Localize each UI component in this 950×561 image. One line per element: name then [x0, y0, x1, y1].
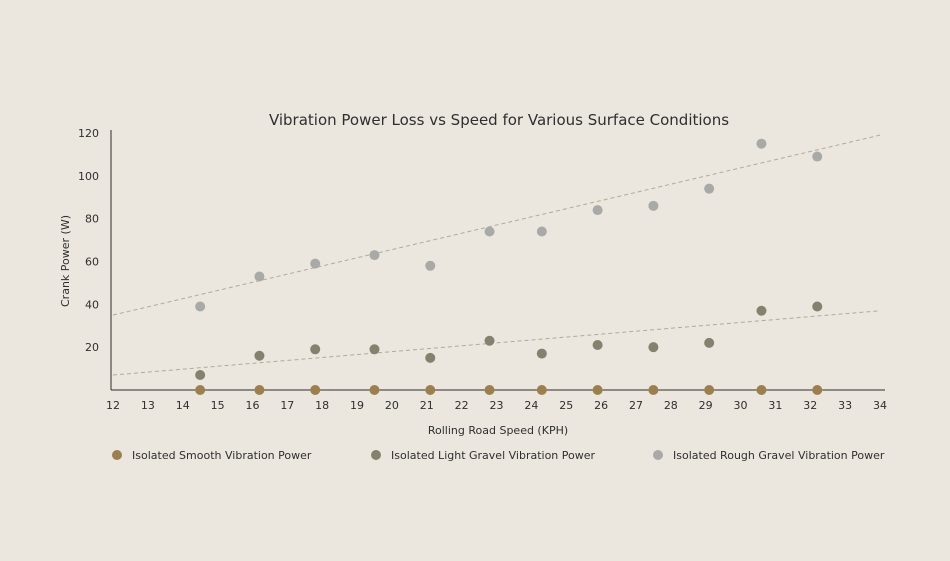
x-tick-label: 33 — [838, 399, 852, 412]
data-point — [484, 335, 495, 346]
x-tick-label: 30 — [734, 399, 748, 412]
data-point — [254, 271, 265, 282]
data-points — [195, 138, 823, 395]
x-tick-label: 23 — [490, 399, 504, 412]
data-point — [756, 138, 767, 149]
legend: Isolated Smooth Vibration Power Isolated … — [112, 449, 885, 462]
x-tick-label: 29 — [699, 399, 713, 412]
data-point — [704, 337, 715, 348]
x-tick-label: 21 — [420, 399, 434, 412]
data-point — [254, 350, 265, 361]
x-tick-label: 16 — [245, 399, 259, 412]
trend-line — [112, 134, 881, 316]
data-point — [425, 352, 436, 363]
x-tick-label: 22 — [455, 399, 469, 412]
legend-swatch — [371, 450, 381, 460]
legend-swatch — [112, 450, 122, 460]
x-tick-label: 14 — [176, 399, 190, 412]
x-tick-label: 34 — [873, 399, 887, 412]
data-point — [536, 385, 547, 395]
legend-label: Isolated Smooth Vibration Power — [132, 449, 312, 462]
data-point — [310, 385, 321, 395]
x-tick-label: 18 — [315, 399, 329, 412]
data-point — [648, 200, 659, 211]
y-tick-label: 80 — [85, 213, 99, 226]
data-point — [592, 205, 603, 216]
x-tick-labels: 12 13 14 15 16 17 18 19 20 21 22 23 24 25 26 27 28 29 30 31… — [106, 399, 887, 412]
data-point — [812, 301, 823, 312]
x-tick-label: 13 — [141, 399, 155, 412]
x-tick-label: 17 — [280, 399, 294, 412]
y-axis-label: Crank Power (W) — [59, 215, 72, 307]
axes — [110, 130, 885, 391]
data-point — [756, 305, 767, 316]
data-point — [704, 385, 715, 395]
data-point — [812, 385, 823, 395]
data-point — [484, 385, 495, 395]
legend-label: Isolated Light Gravel Vibration Power — [391, 449, 596, 462]
x-tick-label: 27 — [629, 399, 643, 412]
data-point — [310, 344, 321, 355]
y-tick-label: 100 — [78, 170, 99, 183]
legend-item: Isolated Rough Gravel Vibration Power — [653, 449, 885, 462]
x-tick-label: 24 — [524, 399, 538, 412]
legend-label: Isolated Rough Gravel Vibration Power — [673, 449, 885, 462]
data-point — [648, 342, 659, 353]
x-tick-label: 15 — [211, 399, 225, 412]
x-tick-label: 31 — [768, 399, 782, 412]
trend-lines — [112, 134, 881, 376]
data-point — [310, 258, 321, 269]
data-point — [536, 226, 547, 237]
y-tick-label: 120 — [78, 127, 99, 140]
data-point — [536, 348, 547, 359]
data-point — [369, 250, 380, 261]
x-axis-label: Rolling Road Speed (KPH) — [428, 424, 568, 437]
data-point — [812, 151, 823, 162]
data-point — [369, 344, 380, 355]
legend-item: Isolated Smooth Vibration Power — [112, 449, 312, 462]
data-point — [195, 370, 206, 381]
data-point — [195, 385, 206, 395]
x-tick-label: 12 — [106, 399, 120, 412]
data-point — [425, 260, 436, 271]
trend-line — [112, 310, 881, 376]
legend-item: Isolated Light Gravel Vibration Power — [371, 449, 596, 462]
data-point — [195, 301, 206, 312]
y-tick-label: 20 — [85, 341, 99, 354]
data-point — [425, 385, 436, 395]
legend-swatch — [653, 450, 663, 460]
y-tick-label: 60 — [85, 256, 99, 269]
x-tick-label: 28 — [664, 399, 678, 412]
x-tick-label: 20 — [385, 399, 399, 412]
x-tick-label: 25 — [559, 399, 573, 412]
x-tick-label: 26 — [594, 399, 608, 412]
x-tick-label: 32 — [803, 399, 817, 412]
y-tick-labels: 20 40 60 80 100 120 — [78, 127, 99, 354]
data-point — [369, 385, 380, 395]
y-tick-label: 40 — [85, 298, 99, 311]
data-point — [648, 385, 659, 395]
chart-title: Vibration Power Loss vs Speed for Variou… — [269, 111, 729, 129]
data-point — [592, 340, 603, 351]
data-point — [704, 183, 715, 194]
data-point — [756, 385, 767, 395]
data-point — [484, 226, 495, 237]
x-tick-label: 19 — [350, 399, 364, 412]
data-point — [592, 385, 603, 395]
data-point — [254, 385, 265, 395]
